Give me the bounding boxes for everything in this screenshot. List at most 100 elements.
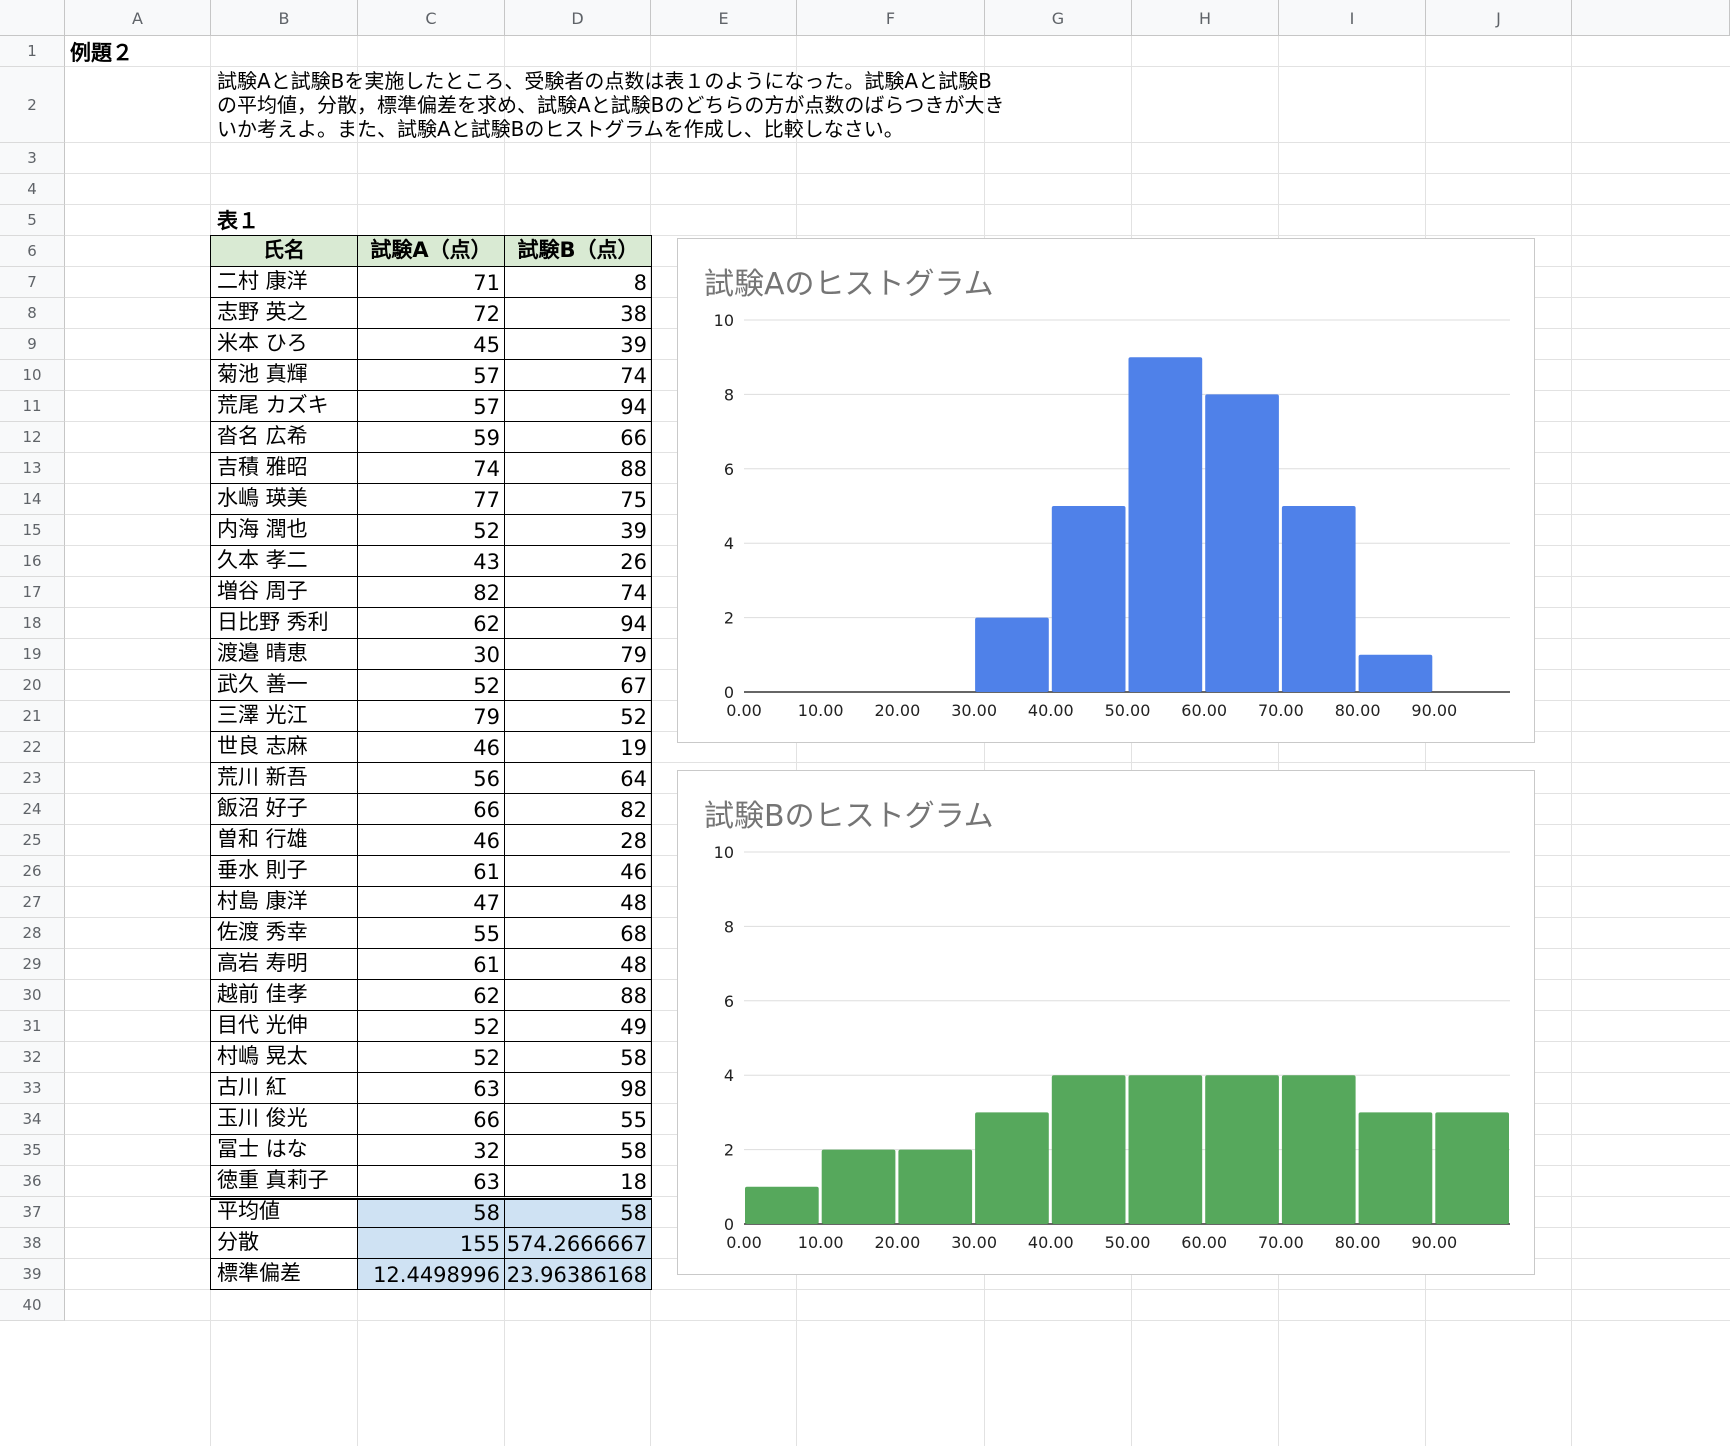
score-b-cell[interactable]: 48 xyxy=(504,886,652,918)
score-a-cell[interactable]: 52 xyxy=(357,1041,505,1073)
name-cell[interactable]: 増谷 周子 xyxy=(210,576,358,608)
score-b-cell[interactable]: 68 xyxy=(504,917,652,949)
name-cell[interactable]: 沓名 広希 xyxy=(210,421,358,453)
score-b-cell[interactable]: 94 xyxy=(504,607,652,639)
row-header-26[interactable]: 26 xyxy=(0,856,65,887)
table-header-cell[interactable]: 試験B（点） xyxy=(504,235,652,267)
score-a-cell[interactable]: 52 xyxy=(357,669,505,701)
score-a-cell[interactable]: 61 xyxy=(357,948,505,980)
row-header-16[interactable]: 16 xyxy=(0,546,65,577)
score-a-cell[interactable]: 57 xyxy=(357,390,505,422)
name-cell[interactable]: 武久 善一 xyxy=(210,669,358,701)
name-cell[interactable]: 飯沼 好子 xyxy=(210,793,358,825)
name-cell[interactable]: 三澤 光江 xyxy=(210,700,358,732)
name-cell[interactable]: 内海 潤也 xyxy=(210,514,358,546)
name-cell[interactable]: 米本 ひろ xyxy=(210,328,358,360)
histogram-bar[interactable] xyxy=(975,1112,1049,1224)
score-b-cell[interactable]: 46 xyxy=(504,855,652,887)
score-a-cell[interactable]: 46 xyxy=(357,824,505,856)
stat-b-cell[interactable]: 574.2666667 xyxy=(504,1227,652,1259)
score-a-cell[interactable]: 47 xyxy=(357,886,505,918)
histogram-bar[interactable] xyxy=(1051,506,1126,692)
stat-label-cell[interactable]: 平均値 xyxy=(210,1198,358,1228)
stat-label-cell[interactable]: 分散 xyxy=(210,1227,358,1259)
row-header-22[interactable]: 22 xyxy=(0,732,65,763)
name-cell[interactable]: 高岩 寿明 xyxy=(210,948,358,980)
stat-label-cell[interactable]: 標準偏差 xyxy=(210,1258,358,1290)
score-b-cell[interactable]: 64 xyxy=(504,762,652,794)
table-header-cell[interactable]: 氏名 xyxy=(210,235,358,267)
histogram-bar[interactable] xyxy=(1128,357,1203,692)
stat-a-cell[interactable]: 58 xyxy=(357,1198,505,1228)
score-a-cell[interactable]: 62 xyxy=(357,607,505,639)
score-a-cell[interactable]: 55 xyxy=(357,917,505,949)
row-header-4[interactable]: 4 xyxy=(0,174,65,205)
row-header-38[interactable]: 38 xyxy=(0,1228,65,1259)
score-a-cell[interactable]: 52 xyxy=(357,514,505,546)
histogram-chart-b[interactable]: 試験Bのヒストグラム 0 2 4 6 8 10 0.00 10.00 20.00 30.00 40.0… xyxy=(677,770,1535,1275)
histogram-bar[interactable] xyxy=(898,1149,973,1224)
row-header-21[interactable]: 21 xyxy=(0,701,65,732)
name-cell[interactable]: 荒川 新吾 xyxy=(210,762,358,794)
score-a-cell[interactable]: 59 xyxy=(357,421,505,453)
score-a-cell[interactable]: 45 xyxy=(357,328,505,360)
score-b-cell[interactable]: 49 xyxy=(504,1010,652,1042)
name-cell[interactable]: 垂水 則子 xyxy=(210,855,358,887)
name-cell[interactable]: 久本 孝二 xyxy=(210,545,358,577)
row-header-24[interactable]: 24 xyxy=(0,794,65,825)
select-all-corner[interactable] xyxy=(0,0,65,36)
row-header-6[interactable]: 6 xyxy=(0,236,65,267)
score-a-cell[interactable]: 52 xyxy=(357,1010,505,1042)
score-a-cell[interactable]: 74 xyxy=(357,452,505,484)
score-b-cell[interactable]: 66 xyxy=(504,421,652,453)
histogram-bar[interactable] xyxy=(1435,1112,1509,1224)
name-cell[interactable]: 水嶋 瑛美 xyxy=(210,483,358,515)
histogram-bar[interactable] xyxy=(821,1149,896,1224)
histogram-bar[interactable] xyxy=(1358,654,1433,692)
column-header-H[interactable]: H xyxy=(1132,0,1279,36)
stat-b-cell[interactable]: 23.96386168 xyxy=(504,1258,652,1290)
histogram-bar[interactable] xyxy=(1205,1075,1279,1224)
name-cell[interactable]: 世良 志麻 xyxy=(210,731,358,763)
score-b-cell[interactable]: 19 xyxy=(504,731,652,763)
row-header-30[interactable]: 30 xyxy=(0,980,65,1011)
histogram-bar[interactable] xyxy=(1358,1112,1433,1224)
score-a-cell[interactable]: 56 xyxy=(357,762,505,794)
row-header-33[interactable]: 33 xyxy=(0,1073,65,1104)
score-a-cell[interactable]: 77 xyxy=(357,483,505,515)
score-b-cell[interactable]: 82 xyxy=(504,793,652,825)
row-header-13[interactable]: 13 xyxy=(0,453,65,484)
name-cell[interactable]: 村嶋 晃太 xyxy=(210,1041,358,1073)
row-header-14[interactable]: 14 xyxy=(0,484,65,515)
row-header-11[interactable]: 11 xyxy=(0,391,65,422)
row-header-23[interactable]: 23 xyxy=(0,763,65,794)
row-header-29[interactable]: 29 xyxy=(0,949,65,980)
name-cell[interactable]: 曽和 行雄 xyxy=(210,824,358,856)
column-header-D[interactable]: D xyxy=(505,0,651,36)
histogram-bar[interactable] xyxy=(1281,1075,1356,1224)
score-b-cell[interactable]: 58 xyxy=(504,1134,652,1166)
column-header-F[interactable]: F xyxy=(797,0,985,36)
score-a-cell[interactable]: 32 xyxy=(357,1134,505,1166)
score-b-cell[interactable]: 48 xyxy=(504,948,652,980)
stat-a-cell[interactable]: 12.4498996 xyxy=(357,1258,505,1290)
name-cell[interactable]: 荒尾 カズキ xyxy=(210,390,358,422)
column-header-G[interactable]: G xyxy=(985,0,1132,36)
histogram-bar[interactable] xyxy=(1051,1075,1126,1224)
score-b-cell[interactable]: 28 xyxy=(504,824,652,856)
row-header-28[interactable]: 28 xyxy=(0,918,65,949)
score-b-cell[interactable]: 18 xyxy=(504,1165,652,1197)
score-b-cell[interactable]: 58 xyxy=(504,1041,652,1073)
score-a-cell[interactable]: 57 xyxy=(357,359,505,391)
score-a-cell[interactable]: 66 xyxy=(357,793,505,825)
name-cell[interactable]: 志野 英之 xyxy=(210,297,358,329)
score-b-cell[interactable]: 52 xyxy=(504,700,652,732)
score-a-cell[interactable]: 63 xyxy=(357,1072,505,1104)
row-header-25[interactable]: 25 xyxy=(0,825,65,856)
score-b-cell[interactable]: 98 xyxy=(504,1072,652,1104)
row-header-5[interactable]: 5 xyxy=(0,205,65,236)
score-a-cell[interactable]: 71 xyxy=(357,266,505,298)
score-a-cell[interactable]: 46 xyxy=(357,731,505,763)
row-header-17[interactable]: 17 xyxy=(0,577,65,608)
